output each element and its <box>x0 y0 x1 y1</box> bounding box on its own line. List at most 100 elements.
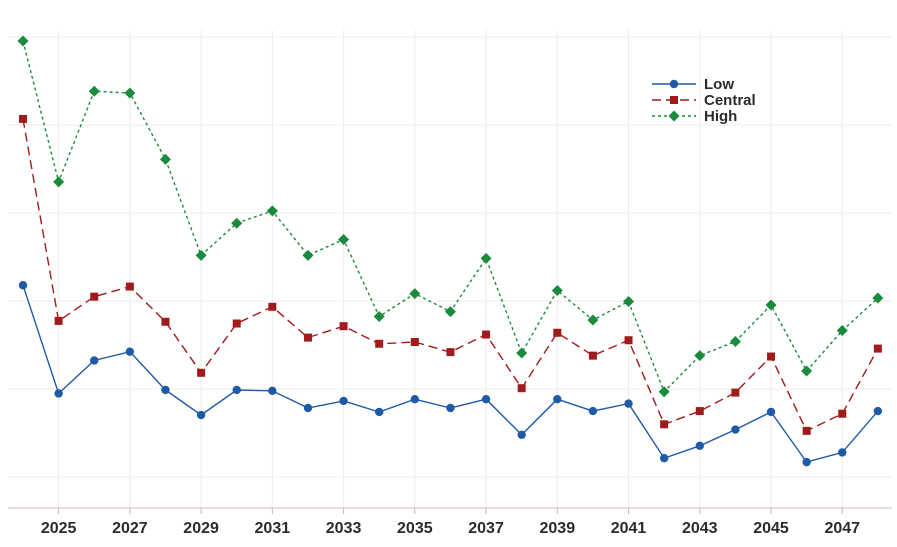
data-point <box>268 302 277 311</box>
legend-marker <box>668 110 680 122</box>
data-point <box>444 306 456 318</box>
data-point <box>553 328 562 337</box>
series-layer <box>17 35 884 467</box>
x-tick-label: 2027 <box>112 520 148 537</box>
data-point <box>659 453 669 463</box>
legend-marker <box>670 96 678 104</box>
series-high <box>17 35 884 398</box>
data-point <box>53 176 65 188</box>
data-point <box>18 281 28 290</box>
grid <box>8 30 892 508</box>
series-central <box>19 114 882 435</box>
data-point <box>694 350 706 362</box>
data-point <box>517 384 526 393</box>
data-point <box>19 114 27 123</box>
data-point <box>303 333 312 342</box>
data-point <box>302 249 314 261</box>
x-tick-label: 2025 <box>41 520 77 537</box>
data-point <box>872 292 884 304</box>
x-tick-label: 2041 <box>611 520 647 537</box>
data-point <box>446 403 455 413</box>
data-point <box>446 348 455 357</box>
data-point <box>90 292 99 301</box>
data-point <box>375 339 384 348</box>
data-point <box>873 344 882 353</box>
legend-item-high: High <box>652 108 737 125</box>
data-point <box>232 385 241 395</box>
x-tick-label: 2039 <box>540 520 576 537</box>
data-point <box>551 285 563 297</box>
data-point <box>588 406 598 416</box>
data-point <box>587 314 599 326</box>
data-point <box>695 407 704 416</box>
x-axis-ticks: 2025 2027 2029 2031 2033 2035 2037 2039 2041 2043… <box>41 508 860 537</box>
data-point <box>339 322 348 331</box>
data-point <box>161 317 170 326</box>
data-point <box>303 403 313 413</box>
data-point <box>481 395 491 404</box>
data-point <box>231 217 243 229</box>
x-tick-label: 2045 <box>753 520 789 537</box>
x-tick-label: 2035 <box>397 520 433 537</box>
data-point <box>266 205 278 217</box>
x-tick-label: 2031 <box>255 520 291 537</box>
legend-item-central: Central <box>652 92 756 109</box>
series-low <box>18 281 883 467</box>
data-point <box>838 448 847 457</box>
data-point <box>588 351 597 360</box>
data-point <box>88 85 100 97</box>
legend-item-low: Low <box>652 76 734 93</box>
data-point <box>232 319 241 328</box>
data-point <box>766 407 776 417</box>
data-point <box>695 441 704 451</box>
data-point <box>90 356 99 365</box>
data-point <box>517 430 526 440</box>
data-point <box>268 386 277 396</box>
data-point <box>375 407 384 417</box>
data-point <box>482 330 491 339</box>
legend-label: Low <box>704 76 734 93</box>
legend-label: High <box>704 108 737 125</box>
x-tick-label: 2037 <box>468 520 504 537</box>
data-point <box>731 388 740 397</box>
data-point <box>729 336 741 348</box>
data-point <box>873 406 883 416</box>
data-point <box>624 399 633 408</box>
data-point <box>125 282 134 291</box>
data-point <box>838 409 847 418</box>
data-point <box>658 386 670 398</box>
data-point <box>17 35 29 47</box>
data-point <box>159 153 171 165</box>
x-tick-label: 2047 <box>824 520 860 537</box>
data-point <box>480 252 492 264</box>
data-point <box>516 347 528 359</box>
data-point <box>624 336 633 345</box>
data-point <box>196 410 206 420</box>
data-point <box>339 396 348 406</box>
data-point <box>197 368 206 377</box>
data-point <box>161 385 170 395</box>
data-point <box>54 389 63 398</box>
data-point <box>765 299 777 311</box>
data-point <box>802 426 811 435</box>
x-tick-label: 2033 <box>326 520 362 537</box>
data-point <box>124 87 136 99</box>
data-point <box>338 233 350 245</box>
data-point <box>410 395 420 404</box>
legend-marker <box>669 79 679 89</box>
series-line-central <box>22 118 879 432</box>
x-tick-label: 2043 <box>682 520 718 537</box>
data-point <box>801 365 813 377</box>
x-tick-label: 2029 <box>183 520 219 537</box>
data-point <box>410 338 419 346</box>
data-point <box>623 296 635 308</box>
data-point <box>802 457 811 467</box>
data-point <box>125 347 135 356</box>
legend-label: Central <box>704 92 756 109</box>
data-point <box>836 325 848 337</box>
data-point <box>553 395 562 404</box>
data-point <box>54 316 63 325</box>
data-point <box>731 425 740 434</box>
